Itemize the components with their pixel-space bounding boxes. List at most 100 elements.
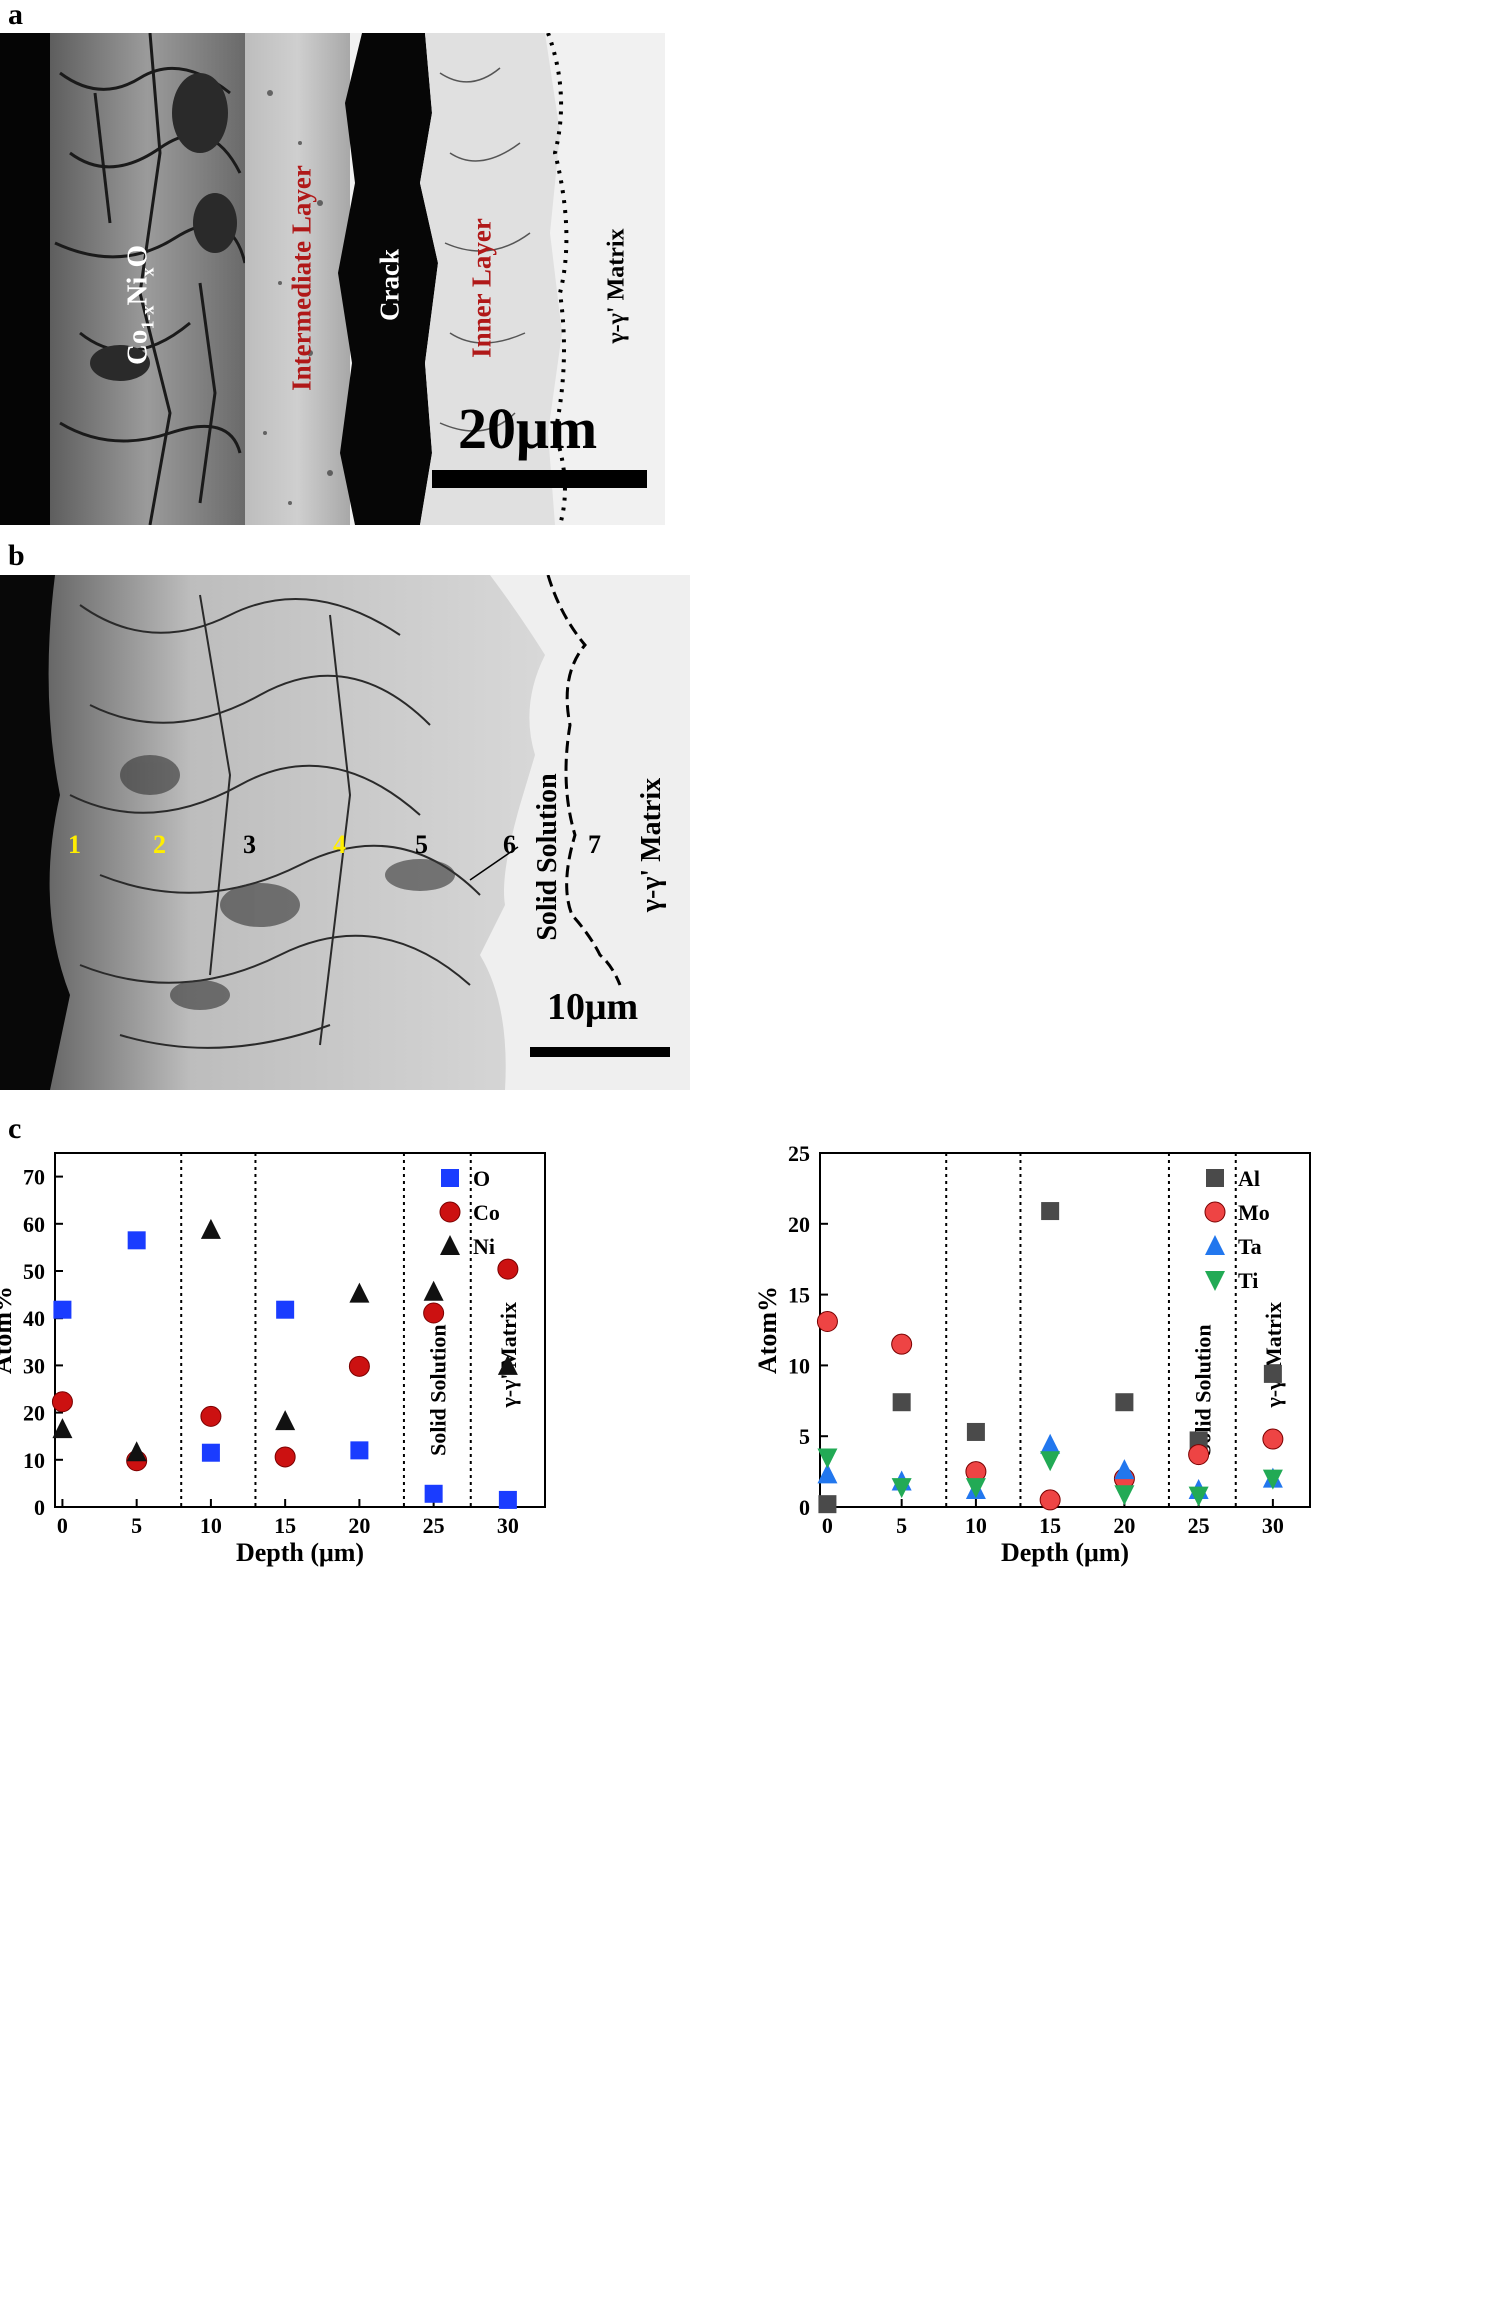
matrix-boundary-dotted <box>546 33 569 525</box>
matrix-boundary-dashed <box>546 575 622 986</box>
point-Ta-20 <box>1114 1459 1135 1480</box>
scale-bar-b <box>530 1047 670 1057</box>
point-6-leader <box>469 846 519 881</box>
micrograph-b: 1 2 3 4 5 6 7 Solid Solution γ-γ' Matrix… <box>0 575 690 1090</box>
x-tick-label-15: 15 <box>1039 1513 1061 1538</box>
legend-marker-Ti <box>1205 1271 1225 1291</box>
point-Co-10 <box>200 1405 222 1427</box>
point-Ni-25 <box>423 1280 444 1301</box>
y-tick-label-10: 10 <box>23 1448 45 1473</box>
plot-frame <box>819 1152 1311 1508</box>
point-6: 6 <box>503 830 516 859</box>
matrix-annotation: γ-γ' Matrix <box>496 1302 521 1409</box>
x-tick-label-20: 20 <box>1113 1513 1135 1538</box>
point-Al-0 <box>818 1495 837 1514</box>
inner-layer-label: Inner Layer <box>466 218 497 358</box>
legend-label-Al: Al <box>1238 1166 1260 1191</box>
x-tick-label-30: 30 <box>497 1513 519 1538</box>
y-tick-label-70: 70 <box>23 1165 45 1190</box>
legend-marker-Mo <box>1204 1201 1226 1223</box>
y-tick-label-15: 15 <box>788 1283 810 1308</box>
point-Al-10 <box>966 1422 985 1441</box>
matrix-annotation: γ-γ' Matrix <box>1261 1302 1286 1409</box>
point-Ti-5 <box>891 1478 912 1499</box>
point-Ni-0 <box>52 1418 73 1439</box>
legend-label-Ti: Ti <box>1238 1268 1258 1293</box>
matrix-label-a: γ-γ' Matrix <box>603 228 630 344</box>
y-tick-label-40: 40 <box>23 1306 45 1331</box>
scale-bar-a-text: 20μm <box>458 396 598 461</box>
point-Mo-30 <box>1262 1428 1284 1450</box>
series-Ti <box>817 1448 1283 1507</box>
point-Ti-10 <box>965 1478 986 1499</box>
y-tick-label-0: 0 <box>34 1495 45 1520</box>
y-tick-label-20: 20 <box>23 1401 45 1426</box>
point-Mo-25 <box>1188 1444 1210 1466</box>
y-tick-label-0: 0 <box>799 1495 810 1520</box>
legend-label-O: O <box>473 1166 490 1191</box>
x-tick-label-20: 20 <box>348 1513 370 1538</box>
y-tick-label-60: 60 <box>23 1212 45 1237</box>
point-O-25 <box>424 1484 443 1503</box>
point-2: 2 <box>153 830 166 859</box>
point-O-30 <box>498 1490 517 1509</box>
y-tick-label-5: 5 <box>799 1424 810 1449</box>
point-Ti-20 <box>1114 1485 1135 1506</box>
scale-bar-b-text: 10μm <box>547 986 639 1028</box>
oxide-label-sub1: 1-x <box>137 305 158 330</box>
intermediate-layer-label: Intermediate Layer <box>286 165 317 391</box>
point-Co-20 <box>348 1355 370 1377</box>
chart-left: 0 10 20 30 40 50 60 70 0 5 10 15 20 25 30 Depth (μm) Ato… <box>0 1152 546 1567</box>
x-tick-label-15: 15 <box>274 1513 296 1538</box>
point-Co-0 <box>51 1391 73 1413</box>
point-5: 5 <box>415 830 428 859</box>
panel-b-label: b <box>8 539 25 572</box>
point-O-15 <box>276 1300 295 1319</box>
legend-marker-Ta <box>1205 1235 1225 1255</box>
micrograph-a-svg <box>0 33 665 525</box>
point-Ti-15 <box>1040 1451 1061 1472</box>
point-Al-20 <box>1115 1393 1134 1412</box>
y-tick-label-20: 20 <box>788 1212 810 1237</box>
panel-c-label: c <box>8 1112 22 1145</box>
legend-label-Ta: Ta <box>1238 1234 1262 1259</box>
mount-edge-b <box>0 575 70 1090</box>
oxide-region-b <box>0 575 545 1090</box>
series-O <box>53 1231 517 1509</box>
solid-solution-label-b: Solid Solution <box>532 773 563 941</box>
x-axis-label: Depth (μm) <box>236 1538 364 1567</box>
scale-bar-a <box>432 470 647 488</box>
point-Al-15 <box>1041 1202 1060 1221</box>
oxide-label-co: Co <box>121 329 154 366</box>
legend-marker-Ni <box>440 1235 460 1255</box>
point-Ni-5 <box>126 1441 147 1462</box>
y-tick-label-30: 30 <box>23 1353 45 1378</box>
series-Ni <box>52 1218 518 1462</box>
point-Al-5 <box>892 1393 911 1412</box>
x-tick-label-0: 0 <box>57 1513 68 1538</box>
legend-label-Co: Co <box>473 1200 500 1225</box>
x-tick-label-25: 25 <box>1188 1513 1210 1538</box>
intermediate-pores <box>263 90 333 505</box>
legend-label-Mo: Mo <box>1238 1200 1270 1225</box>
y-tick-label-25: 25 <box>788 1141 810 1166</box>
inner-layer-texture <box>439 67 531 432</box>
matrix-label-b: γ-γ' Matrix <box>636 777 667 913</box>
mount-edge <box>0 33 50 525</box>
oxide-dark-grains <box>90 73 237 381</box>
solid-solution-annotation: Solid Solution <box>425 1324 450 1455</box>
crack-region <box>338 33 438 525</box>
point-Ta-0 <box>817 1463 838 1484</box>
point-Ti-30 <box>1262 1469 1283 1490</box>
x-tick-label-10: 10 <box>965 1513 987 1538</box>
point-4: 4 <box>333 830 346 859</box>
point-Ni-10 <box>200 1218 221 1239</box>
point-Co-15 <box>274 1446 296 1468</box>
series-Al <box>818 1202 1282 1514</box>
point-O-10 <box>201 1443 220 1462</box>
point-Ti-25 <box>1188 1486 1209 1507</box>
oxide-label: Co1-xNixO <box>122 245 159 365</box>
point-Ti-0 <box>817 1448 838 1469</box>
legend-label-Ni: Ni <box>473 1234 495 1259</box>
